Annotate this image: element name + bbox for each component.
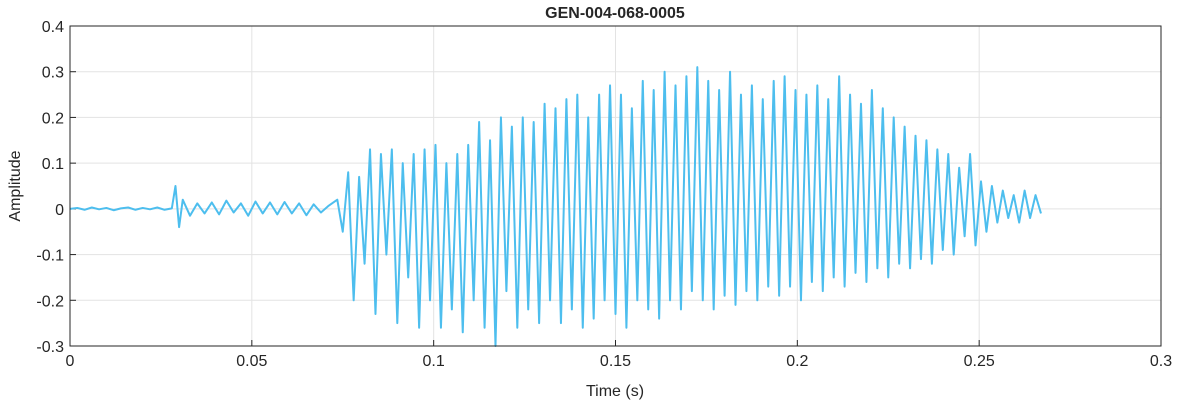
y-tick-label: 0.2 (42, 110, 64, 127)
y-tick-label: -0.1 (36, 248, 64, 265)
x-axis-label: Time (s) (586, 383, 644, 400)
x-tick-label: 0 (66, 353, 75, 370)
x-tick-label: 0.1 (423, 353, 445, 370)
y-tick-label: -0.2 (36, 293, 64, 310)
x-tick-label: 0.3 (1150, 353, 1172, 370)
chart-title: GEN-004-068-0005 (545, 5, 685, 22)
y-axis-label: Amplitude (7, 150, 24, 221)
y-tick-label: 0.3 (42, 65, 64, 82)
waveform-line (69, 66, 1042, 347)
y-tick-label: 0 (55, 202, 64, 219)
y-tick-label: -0.3 (36, 339, 64, 356)
x-tick-label: 0.05 (236, 353, 267, 370)
x-tick-label: 0.25 (964, 353, 995, 370)
x-tick-label: 0.15 (600, 353, 631, 370)
y-tick-label: 0.4 (42, 19, 64, 36)
y-tick-label: 0.1 (42, 156, 64, 173)
axes-box (69, 25, 1162, 347)
x-tick-label: 0.2 (786, 353, 808, 370)
